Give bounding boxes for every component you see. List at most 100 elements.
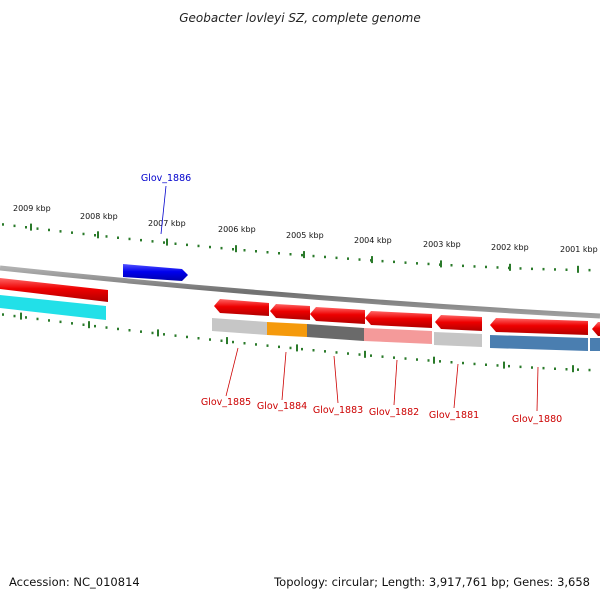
forward-gene-glov-1886[interactable] xyxy=(123,264,188,281)
upper-minor-tick xyxy=(186,243,188,247)
reverse-gene-glov-1882[interactable] xyxy=(365,311,432,328)
cog-band-glov-1880[interactable] xyxy=(490,335,588,351)
gene-label-glov-1886[interactable]: Glov_1886 xyxy=(141,173,191,184)
upper-minor-tick xyxy=(13,224,16,228)
reverse-gene-glov-1884[interactable] xyxy=(270,304,310,320)
upper-minor-tick xyxy=(105,235,108,238)
upper-minor-tick xyxy=(163,241,165,244)
gene-label-glov-1883[interactable]: Glov_1883 xyxy=(313,405,363,416)
lower-minor-tick xyxy=(301,347,303,351)
lower-major-tick xyxy=(364,350,366,358)
lower-minor-tick xyxy=(243,342,246,345)
leader-glov-1881 xyxy=(453,363,459,409)
tick-label-2004: 2004 kbp xyxy=(354,236,392,245)
genome-summary-text: Topology: circular; Length: 3,917,761 bp… xyxy=(273,575,590,589)
lower-minor-tick xyxy=(439,360,441,363)
lower-minor-tick xyxy=(255,343,257,346)
cog-band-track xyxy=(0,295,600,351)
upper-minor-tick xyxy=(462,264,464,268)
lower-minor-tick xyxy=(370,354,372,357)
upper-minor-tick xyxy=(174,242,177,245)
upper-minor-tick xyxy=(209,245,211,249)
reverse-gene-glov-1885[interactable] xyxy=(214,299,269,316)
lower-minor-tick xyxy=(105,326,108,329)
upper-minor-tick xyxy=(312,254,315,258)
upper-major-tick xyxy=(509,263,511,271)
tick-label-2002: 2002 kbp xyxy=(491,243,529,252)
lower-minor-tick xyxy=(174,334,177,337)
leader-glov-1882 xyxy=(393,359,398,406)
reverse-gene-glov-1880[interactable] xyxy=(490,318,588,335)
lower-tick-track xyxy=(2,312,591,373)
tick-label-2007: 2007 kbp xyxy=(148,219,186,228)
cog-band-glov-1884[interactable] xyxy=(267,322,307,337)
upper-minor-tick xyxy=(473,265,476,268)
upper-minor-tick xyxy=(358,258,361,261)
lower-minor-tick xyxy=(186,335,188,339)
reverse-gene-glov-1881[interactable] xyxy=(435,315,482,331)
lower-minor-tick xyxy=(36,317,39,321)
tick-label-2008: 2008 kbp xyxy=(80,212,118,221)
lower-minor-tick xyxy=(381,355,384,358)
upper-minor-tick xyxy=(266,251,269,254)
reverse-gene-right[interactable] xyxy=(592,322,600,336)
cog-band-left[interactable] xyxy=(0,295,106,320)
upper-minor-tick xyxy=(519,267,522,270)
gene-label-glov-1885[interactable]: Glov_1885 xyxy=(201,397,251,408)
tick-label-2006: 2006 kbp xyxy=(218,225,256,234)
cog-band-right[interactable] xyxy=(590,338,600,351)
upper-minor-tick xyxy=(588,268,591,272)
lower-major-tick xyxy=(20,312,22,320)
lower-minor-tick xyxy=(312,349,315,352)
lower-minor-tick xyxy=(209,338,211,341)
tick-label-2003: 2003 kbp xyxy=(423,240,461,249)
upper-minor-tick xyxy=(347,257,349,260)
reverse-gene-left[interactable] xyxy=(0,278,108,302)
upper-tick-track xyxy=(2,223,591,273)
gene-label-glov-1880[interactable]: Glov_1880 xyxy=(512,414,562,425)
lower-minor-tick xyxy=(2,313,4,316)
lower-minor-tick xyxy=(473,362,476,366)
lower-minor-tick xyxy=(220,339,223,342)
upper-minor-tick xyxy=(427,262,430,266)
tick-label-2005: 2005 kbp xyxy=(286,231,324,240)
upper-major-tick xyxy=(577,265,579,273)
lower-major-tick xyxy=(503,361,505,369)
lower-minor-tick xyxy=(197,337,200,340)
gene-label-glov-1884[interactable]: Glov_1884 xyxy=(257,401,307,412)
upper-minor-tick xyxy=(82,232,85,236)
lower-minor-tick xyxy=(13,314,16,318)
cog-band-glov-1882[interactable] xyxy=(364,328,432,344)
upper-minor-tick xyxy=(117,236,119,239)
upper-minor-tick xyxy=(140,238,142,242)
lower-minor-tick xyxy=(416,358,418,361)
gene-label-glov-1881[interactable]: Glov_1881 xyxy=(429,410,479,421)
lower-minor-tick xyxy=(496,364,499,367)
leader-glov-1883 xyxy=(333,355,339,404)
lower-minor-tick xyxy=(48,319,50,322)
upper-minor-tick xyxy=(393,260,395,264)
lower-minor-tick xyxy=(427,359,430,362)
lower-minor-tick xyxy=(94,324,96,328)
reverse-gene-glov-1883[interactable] xyxy=(310,307,365,324)
upper-minor-tick xyxy=(404,261,407,264)
lower-minor-tick xyxy=(358,353,361,356)
lower-minor-tick xyxy=(140,330,142,333)
cog-band-glov-1881[interactable] xyxy=(434,332,482,347)
lower-minor-tick xyxy=(404,357,407,360)
upper-minor-tick xyxy=(243,249,246,252)
upper-minor-tick xyxy=(565,268,568,271)
upper-minor-tick xyxy=(59,230,62,233)
lower-minor-tick xyxy=(462,361,464,365)
upper-minor-tick xyxy=(381,259,384,263)
lower-minor-tick xyxy=(163,333,165,336)
cog-band-glov-1883[interactable] xyxy=(307,324,364,341)
lower-major-tick xyxy=(433,356,435,364)
leader-glov-1880 xyxy=(536,366,539,412)
cog-band-glov-1885[interactable] xyxy=(212,318,267,335)
reverse-gene-labels: Glov_1885 Glov_1884 Glov_1883 Glov_1882 … xyxy=(201,347,562,425)
lower-minor-tick xyxy=(588,368,591,372)
lower-minor-tick xyxy=(347,352,349,355)
gene-label-glov-1882[interactable]: Glov_1882 xyxy=(369,407,419,418)
